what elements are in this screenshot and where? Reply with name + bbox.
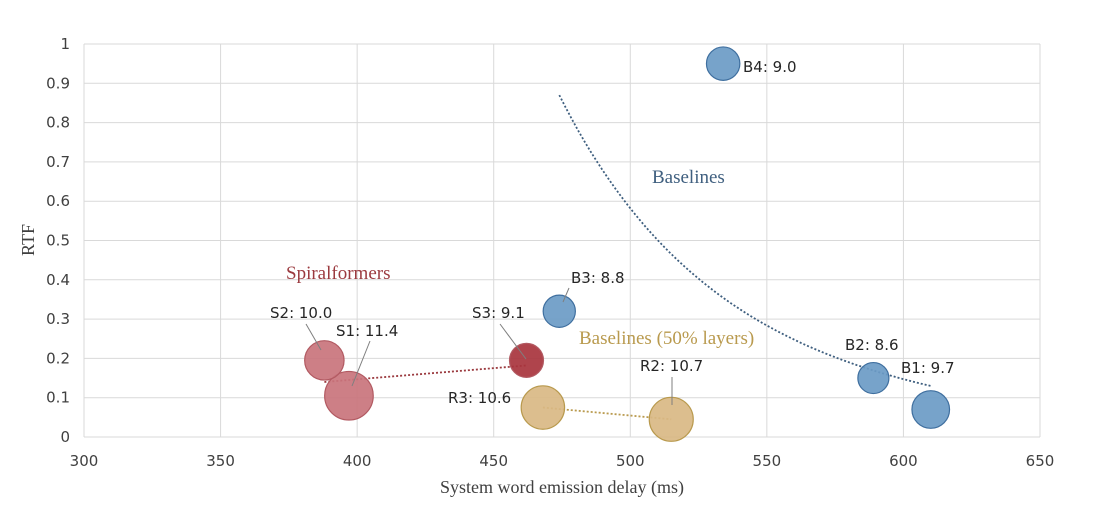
x-tick-label: 350 (206, 452, 235, 470)
y-tick-label: 0.6 (46, 192, 70, 210)
leader-line-s1 (351, 340, 371, 387)
x-tick-label: 300 (70, 452, 99, 470)
point-labels: S1: 11.4S2: 10.0 S3: 9.1 B1: 9.7B2: 8.6 B3:… (270, 58, 955, 407)
y-axis-title: RTF (18, 224, 38, 256)
leader-line-s2 (305, 323, 322, 351)
point-label-b2: B2: 8.6 (845, 336, 899, 354)
point-label-r2: R2: 10.7 (640, 357, 703, 375)
leader-line-b3 (562, 287, 570, 303)
y-tick-label: 1 (60, 35, 70, 53)
bubble-b2 (857, 361, 890, 395)
bubble-b1 (911, 390, 951, 429)
y-tick-label: 0.7 (46, 153, 70, 171)
bubble-s2 (304, 340, 345, 381)
point-label-s1: S1: 11.4 (336, 322, 398, 340)
bubble-s3 (508, 342, 545, 378)
annotation-baselines-50: Baselines (50% layers) (579, 328, 754, 349)
y-tick-label: 0.4 (46, 271, 70, 289)
y-tick-label: 0.5 (46, 232, 70, 250)
leader-lines (305, 287, 673, 405)
point-label-s2: S2: 10.0 (270, 304, 332, 322)
x-tick-label: 600 (889, 452, 918, 470)
point-label-s3: S3: 9.1 (472, 304, 525, 322)
x-tick-label: 500 (616, 452, 645, 470)
bubble-b4 (705, 46, 741, 81)
point-label-b3: B3: 8.8 (571, 269, 625, 287)
leader-line-s3 (499, 323, 527, 360)
x-tick-label: 550 (753, 452, 782, 470)
y-tick-label: 0.8 (46, 114, 70, 132)
bubbles (304, 46, 951, 442)
trendline-baselines (558, 94, 931, 387)
y-tick-label: 0.2 (46, 349, 70, 367)
bubble-r3 (520, 385, 566, 430)
x-tick-label: 400 (343, 452, 372, 470)
x-tick-label: 650 (1026, 452, 1055, 470)
y-tick-label: 0.9 (46, 74, 70, 92)
y-tick-label: 0 (60, 428, 70, 446)
trendlines (324, 94, 931, 421)
x-tick-label: 450 (479, 452, 508, 470)
bubble-r2 (648, 396, 694, 442)
point-label-r3: R3: 10.6 (448, 389, 511, 407)
bubble-b3 (542, 294, 576, 328)
point-label-b1: B1: 9.7 (901, 359, 955, 377)
x-axis-title: System word emission delay (ms) (440, 477, 684, 498)
y-tick-label: 0.3 (46, 310, 70, 328)
bubble-s1 (324, 370, 374, 421)
annotation-spiralformers: Spiralformers (286, 263, 390, 284)
annotation-baselines: Baselines (652, 167, 725, 188)
y-tick-label: 0.1 (46, 389, 70, 407)
grid (83, 43, 1041, 438)
tick-labels: 0 0.1 0.2 0.3 0.4 0.5 0.6 0.7 0.8 0.9 1 300 350 400 45… (46, 35, 1054, 470)
point-label-b4: B4: 9.0 (743, 58, 797, 76)
